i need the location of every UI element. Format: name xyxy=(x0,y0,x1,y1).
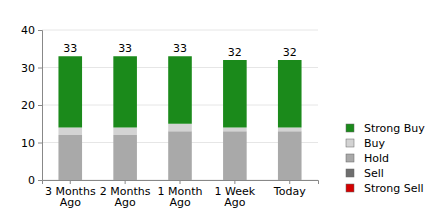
x-tick-label: 3 MonthsAgo xyxy=(45,185,96,210)
y-tick-label: 20 xyxy=(21,99,35,112)
bar-segment xyxy=(223,60,247,128)
grid xyxy=(42,30,318,180)
x-axis: 3 MonthsAgo2 MonthsAgo 1 MonthAgo 1 WeekAg… xyxy=(43,180,319,209)
x-tick: 3 MonthsAgo xyxy=(45,180,96,209)
legend-label: Sell xyxy=(364,167,384,180)
x-tick-label: 1 WeekAgo xyxy=(215,185,256,210)
x-tick: Today xyxy=(273,180,306,198)
x-tick-label: 1 MonthAgo xyxy=(158,185,203,210)
x-tick: 1 WeekAgo xyxy=(215,180,256,209)
chart: 33 33 33 32 32 0 10 20 30 40 3 MonthsAgo2 MonthsAg… xyxy=(0,0,440,220)
legend-item: Strong Buy xyxy=(346,122,425,135)
y-tick-mark xyxy=(38,105,42,106)
x-tick-mark xyxy=(70,180,71,184)
total-label: 32 xyxy=(283,46,297,59)
total-label: 33 xyxy=(63,42,77,55)
x-axis-line xyxy=(43,181,319,185)
bar-segment xyxy=(278,131,302,180)
y-axis: 0 10 20 30 40 xyxy=(21,24,43,187)
series-bars xyxy=(58,56,301,127)
bar-segment xyxy=(113,56,137,127)
series-bars xyxy=(58,131,301,180)
y-tick: 10 xyxy=(21,137,42,150)
y-tick-mark xyxy=(38,180,42,181)
x-tick: 2 MonthsAgo xyxy=(100,180,151,209)
y-tick-mark xyxy=(38,30,42,31)
plot: 33 33 33 32 32 0 10 20 30 40 3 MonthsAgo2 MonthsAg… xyxy=(21,24,319,209)
bar-segment xyxy=(113,128,137,136)
bar-segment xyxy=(58,135,82,180)
x-tick-label: Today xyxy=(273,185,306,198)
legend-swatch xyxy=(346,124,354,132)
y-tick: 20 xyxy=(21,99,42,112)
y-tick: 40 xyxy=(21,24,42,37)
bar-segment xyxy=(168,131,192,180)
y-tick-label: 40 xyxy=(21,24,35,37)
bar-segment xyxy=(278,128,302,132)
totals: 33 33 33 32 32 xyxy=(63,42,296,59)
x-tick-mark xyxy=(289,180,290,184)
bar-segment xyxy=(168,124,192,132)
bar-segment xyxy=(223,128,247,132)
legend-swatch xyxy=(346,154,354,162)
x-tick-mark xyxy=(180,180,181,184)
total-label: 33 xyxy=(118,42,132,55)
bar-segment xyxy=(223,131,247,180)
total-label: 32 xyxy=(228,46,242,59)
bar-segment xyxy=(58,56,82,127)
legend-label: Hold xyxy=(364,152,389,165)
legend-swatch xyxy=(346,184,354,192)
x-tick-label: 2 MonthsAgo xyxy=(100,185,151,210)
bars xyxy=(58,56,301,180)
legend-item: Buy xyxy=(346,137,386,150)
bar-segment xyxy=(113,135,137,180)
x-tick-mark xyxy=(234,180,235,184)
legend-swatch xyxy=(346,139,354,147)
y-tick: 30 xyxy=(21,62,42,75)
legend-item: Strong Sell xyxy=(346,182,424,195)
y-tick-label: 0 xyxy=(28,174,35,187)
legend-label: Buy xyxy=(364,137,386,150)
legend-swatch xyxy=(346,169,354,177)
total-label: 33 xyxy=(173,42,187,55)
y-tick: 0 xyxy=(28,174,42,187)
y-tick-mark xyxy=(38,143,42,144)
x-tick-mark xyxy=(125,180,126,184)
series-bars xyxy=(58,124,301,135)
bar-segment xyxy=(168,56,192,124)
legend-item: Sell xyxy=(346,167,384,180)
x-tick: 1 MonthAgo xyxy=(158,180,203,209)
legend-item: Hold xyxy=(346,152,389,165)
y-axis-line xyxy=(38,31,43,181)
y-tick-label: 10 xyxy=(21,137,35,150)
y-tick-mark xyxy=(38,68,42,69)
bar-segment xyxy=(278,60,302,128)
y-tick-label: 30 xyxy=(21,62,35,75)
bar-segment xyxy=(58,128,82,136)
legend-label: Strong Buy xyxy=(364,122,425,135)
legend: Strong Buy Buy Hold Sell Strong Sell xyxy=(346,122,425,195)
legend-label: Strong Sell xyxy=(364,182,424,195)
grid-line xyxy=(42,30,318,31)
